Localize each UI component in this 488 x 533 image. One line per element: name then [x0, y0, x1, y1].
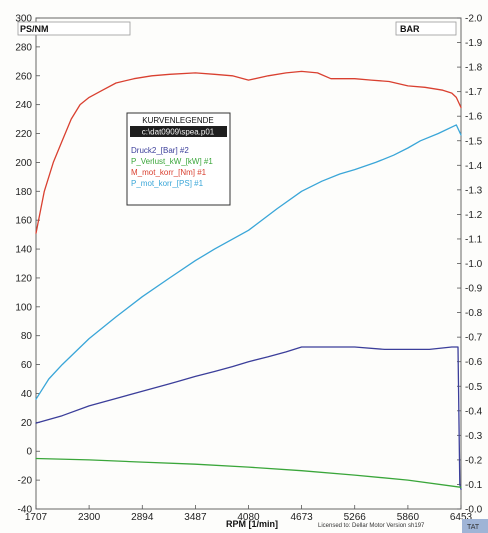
series-line: [35, 457, 462, 488]
footer-note: Licensed to: Dellar Motor Version sh197: [318, 523, 425, 529]
right-tick-label: -1.9: [465, 38, 483, 49]
legend-file: c:\dat0909\spea.p01: [142, 128, 215, 137]
x-tick-label: 4080: [237, 512, 260, 523]
right-tick-label: -0.7: [465, 333, 483, 344]
left-tick-label: 0: [26, 447, 32, 458]
x-tick-label: 3487: [184, 512, 207, 523]
left-tick-label: 300: [15, 14, 32, 25]
legend-file-bar: [130, 126, 227, 137]
left-tick-label: 40: [21, 389, 33, 400]
right-tick-label: -1.8: [465, 63, 483, 74]
right-tick-label: -0.2: [465, 455, 483, 466]
left-tick-label: 180: [15, 187, 32, 198]
right-tick-label: -1.6: [465, 112, 483, 123]
left-tick-label: 280: [15, 42, 32, 53]
left-axis-label: PS/NM: [20, 24, 49, 34]
left-tick-label: 160: [15, 216, 32, 227]
right-axis-label: BAR: [400, 24, 420, 34]
right-tick-label: -0.0: [465, 505, 483, 516]
x-tick-label: 5266: [344, 512, 367, 523]
left-tick-label: 60: [21, 360, 33, 371]
right-axis-ticks: -2.0 -1.9 -1.8 -1.7 -1.6 -1.5 -1.4 -1.3 -1.2 -1.1…: [465, 14, 483, 516]
right-tick-label: -0.9: [465, 284, 483, 295]
x-tick-label: 5860: [397, 512, 420, 523]
left-axis-label-box: [17, 21, 131, 36]
series-layer: [35, 70, 462, 491]
corner-badge-box: [462, 519, 488, 533]
right-tick-label: -0.8: [465, 308, 483, 319]
x-tick-label: 2894: [131, 512, 154, 523]
left-tick-label: -20: [18, 476, 33, 487]
right-axis-label-box: [395, 21, 457, 36]
left-axis-ticks: 3002802602402202001801601401201008060402…: [15, 14, 32, 516]
right-tick-label: -2.0: [465, 14, 483, 25]
left-tick-label: 260: [15, 71, 32, 82]
right-tick-label: -0.4: [465, 406, 483, 417]
x-tick-label: 4673: [290, 512, 313, 523]
x-tick-label: 2300: [78, 512, 101, 523]
left-tick-label: 140: [15, 245, 32, 256]
right-tick-label: -0.5: [465, 382, 483, 393]
right-tick-label: -1.1: [465, 234, 483, 245]
legend-entry: P_Verlust_kW_[kW] #1: [131, 157, 213, 166]
x-tick-label: 1707: [25, 512, 48, 523]
x-tick-label: 6453: [450, 512, 473, 523]
legend-entry: Druck2_[Bar] #2: [131, 146, 189, 155]
left-tick-label: 20: [21, 418, 33, 429]
legend-title: KURVENLEGENDE: [142, 116, 213, 125]
legend-entry: M_mot_korr_[Nm] #1: [131, 168, 207, 177]
left-tick-label: -40: [18, 505, 33, 516]
right-tick-label: -1.3: [465, 185, 483, 196]
right-tick-label: -1.0: [465, 259, 483, 270]
right-tick-label: -1.4: [465, 161, 483, 172]
legend: KURVENLEGENDE c:\dat0909\spea.p01 Druck2…: [126, 112, 231, 206]
left-tick-label: 80: [21, 331, 33, 342]
right-tick-label: -1.2: [465, 210, 483, 221]
left-tick-label: 220: [15, 129, 32, 140]
series-line: [35, 124, 462, 400]
left-tick-label: 200: [15, 158, 32, 169]
series-line: [35, 70, 462, 234]
right-tick-label: -1.7: [465, 87, 483, 98]
left-tick-label: 240: [15, 100, 32, 111]
series-line: [35, 346, 462, 491]
right-tick-label: -1.5: [465, 136, 483, 147]
right-tick-label: -0.3: [465, 431, 483, 442]
right-tick-label: -0.6: [465, 357, 483, 368]
right-tick-label: -0.1: [465, 480, 483, 491]
left-tick-label: 120: [15, 273, 32, 284]
x-axis-label: RPM [1/min]: [226, 519, 278, 529]
corner-badge: TAT: [467, 524, 480, 531]
legend-entry: P_mot_korr_[PS] #1: [131, 179, 204, 188]
left-tick-label: 100: [15, 302, 32, 313]
x-axis-ticks: 1707 2300 2894 3487 4080 4673 5266 5860 6453: [25, 512, 473, 523]
